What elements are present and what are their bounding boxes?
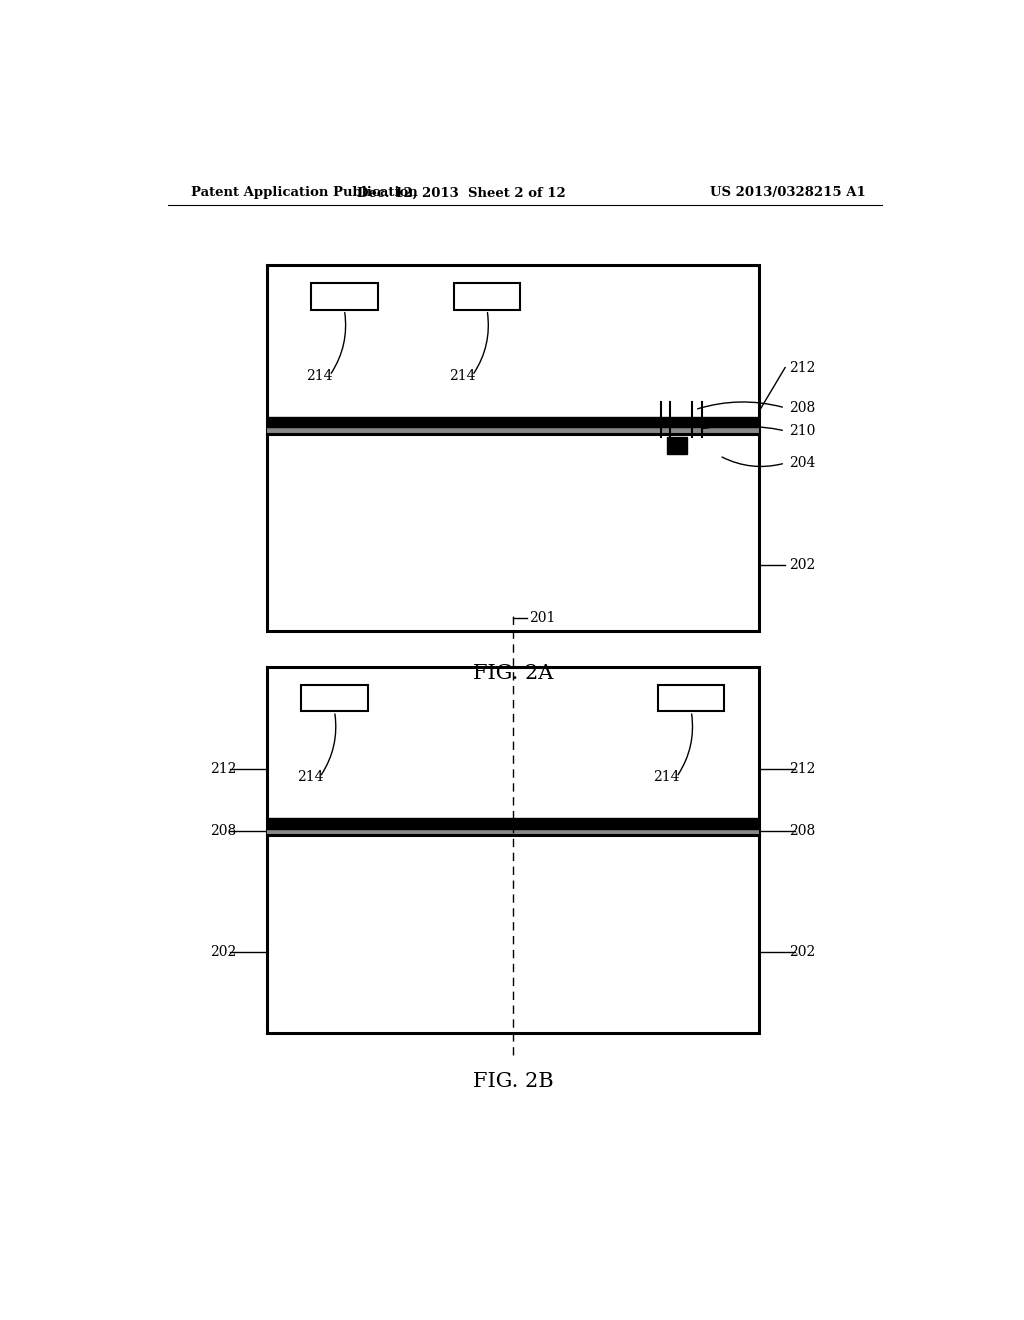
Text: 202: 202 <box>211 945 237 960</box>
Text: 208: 208 <box>790 824 815 837</box>
Text: FIG. 2B: FIG. 2B <box>473 1072 553 1090</box>
Text: US 2013/0328215 A1: US 2013/0328215 A1 <box>711 186 866 199</box>
Text: 202: 202 <box>790 945 815 960</box>
Text: 214: 214 <box>450 368 476 383</box>
Text: 212: 212 <box>790 360 815 375</box>
Text: 210: 210 <box>790 424 815 438</box>
Bar <box>267 818 759 829</box>
Text: 214: 214 <box>297 770 324 784</box>
Text: Dec. 12, 2013  Sheet 2 of 12: Dec. 12, 2013 Sheet 2 of 12 <box>357 186 565 199</box>
Bar <box>267 417 759 428</box>
Bar <box>658 685 724 711</box>
Bar <box>267 428 759 434</box>
Bar <box>267 667 759 1032</box>
Text: 214: 214 <box>306 368 333 383</box>
Bar <box>454 284 520 310</box>
Text: 204: 204 <box>790 457 815 470</box>
Bar <box>311 284 378 310</box>
Text: 212: 212 <box>790 762 815 776</box>
Text: 201: 201 <box>528 611 555 624</box>
Bar <box>267 829 759 836</box>
Text: 202: 202 <box>790 558 815 572</box>
Bar <box>668 437 687 454</box>
Bar <box>301 685 368 711</box>
Text: Patent Application Publication: Patent Application Publication <box>191 186 418 199</box>
Text: 208: 208 <box>211 824 237 837</box>
Text: 208: 208 <box>790 401 815 414</box>
Text: 214: 214 <box>653 770 680 784</box>
Text: 212: 212 <box>210 762 237 776</box>
Bar <box>267 265 759 631</box>
Text: FIG. 2A: FIG. 2A <box>473 664 553 684</box>
